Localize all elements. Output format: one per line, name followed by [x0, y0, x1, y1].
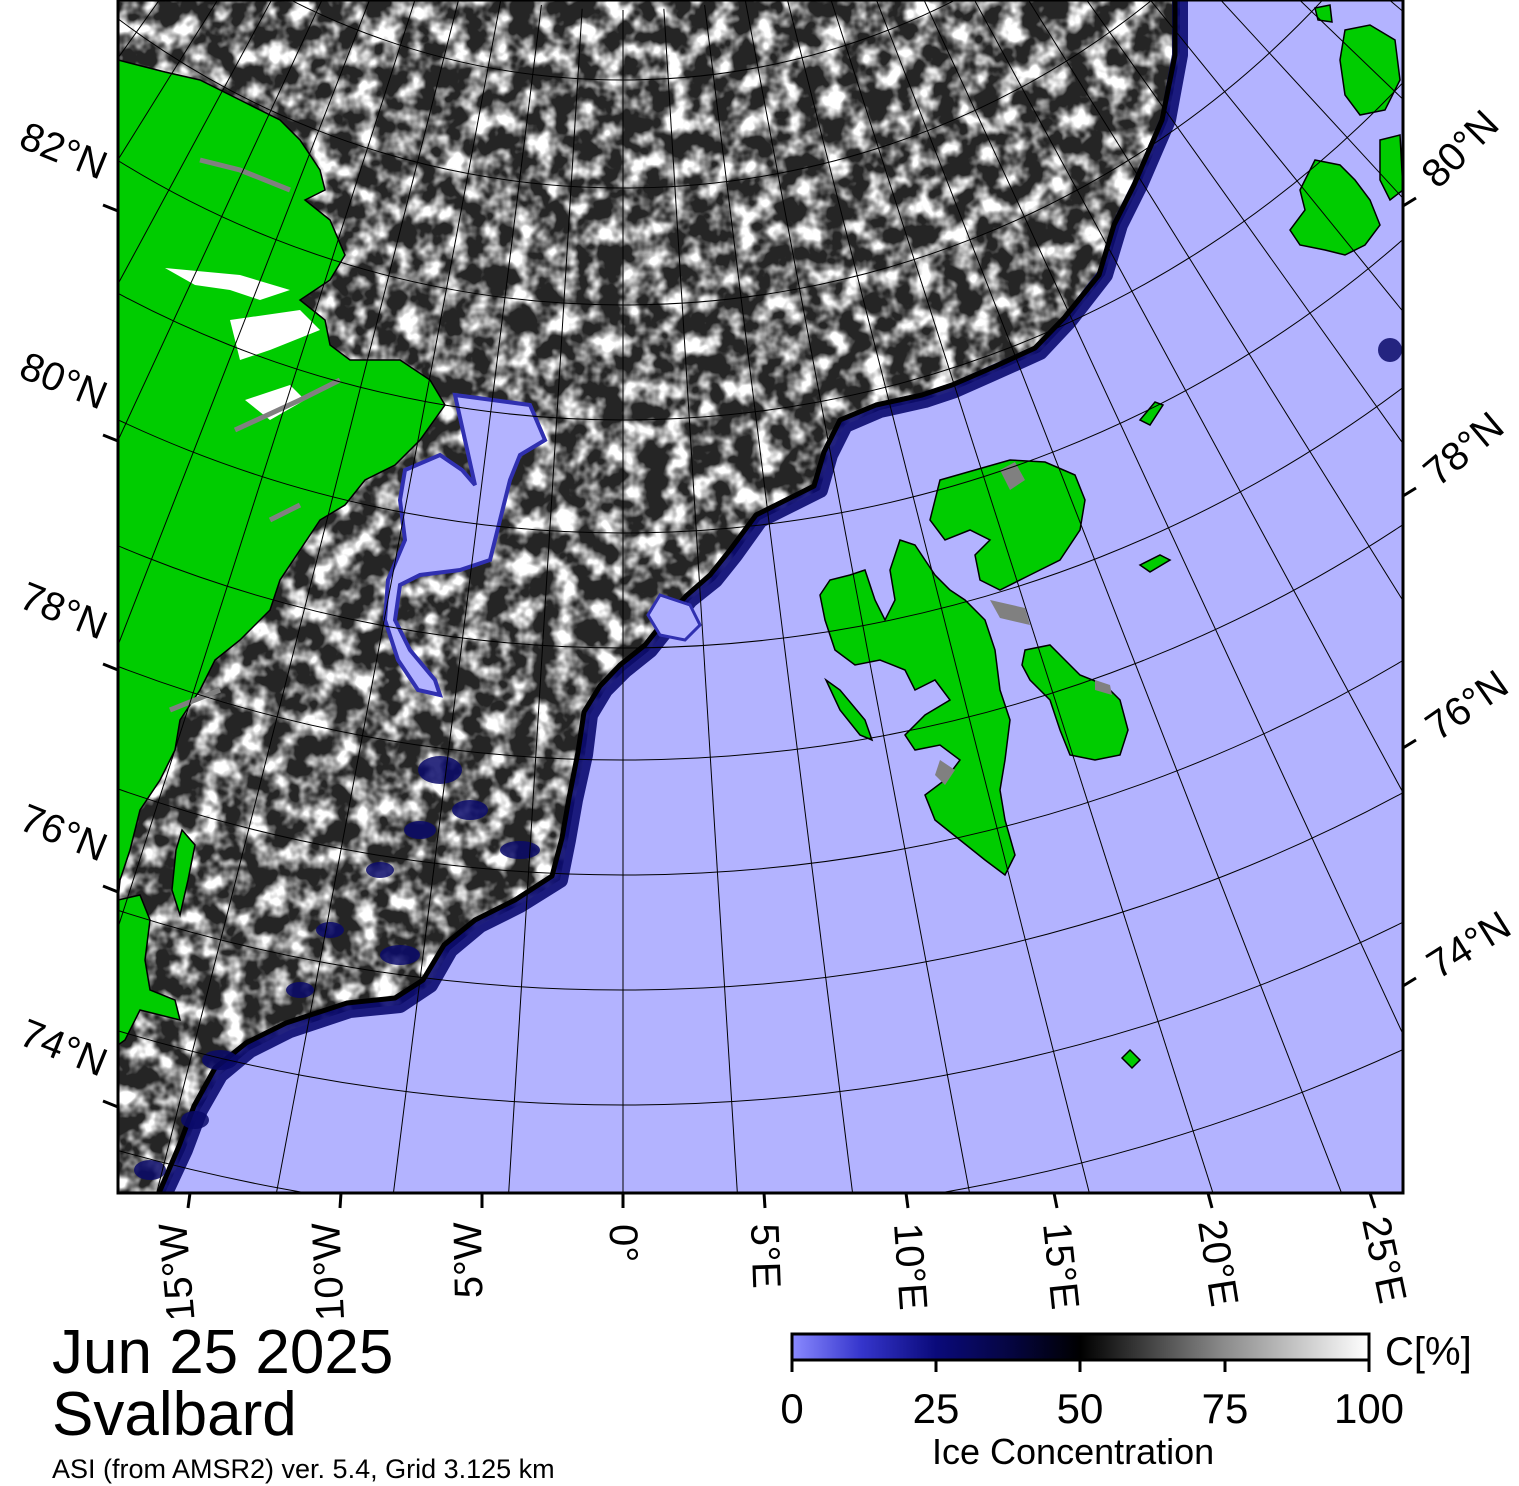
- franz-josef-land-north: [1339, 24, 1401, 116]
- meridian-line: [875, 0, 1343, 1193]
- source-label: ASI (from AMSR2) ver. 5.4, Grid 3.125 km: [52, 1454, 555, 1484]
- colorbar-unit: C[%]: [1385, 1330, 1472, 1374]
- meridian-line: [663, 8, 738, 1193]
- nordaustlandet: [929, 459, 1086, 591]
- colorbar: [790, 1332, 1371, 1362]
- lat-label-76N-left: 76°N: [14, 796, 113, 870]
- mid-ice-patches: [134, 338, 1402, 1180]
- meridian-line: [830, 0, 1214, 1193]
- meridian-line: [786, 0, 1090, 1193]
- meridian-line: [1027, 0, 1403, 602]
- meridian-line: [118, 0, 416, 930]
- colorbar-title: Ice Concentration: [932, 1431, 1215, 1472]
- spitsbergen: [819, 539, 1016, 877]
- greenland: [118, 59, 446, 901]
- meridian-line: [275, 0, 502, 1193]
- lon-label-15E: 15°E: [1034, 1220, 1087, 1311]
- lat-label-76N-right: 76°N: [1418, 662, 1516, 749]
- greenland-coast-islands: [171, 828, 196, 918]
- lat-label-82N: 82°N: [14, 114, 113, 188]
- lon-label-10E: 10°E: [885, 1222, 935, 1312]
- bjornoya: [1120, 1048, 1142, 1070]
- meridian-line: [156, 0, 460, 1193]
- meridian-line: [118, 0, 323, 442]
- polynya-small: [646, 593, 702, 642]
- lon-label-20E: 20°E: [1189, 1217, 1246, 1310]
- colorbar-tick-50: 50: [1056, 1385, 1104, 1432]
- colorbar-tick-100: 100: [1333, 1385, 1405, 1432]
- edgeoya: [1021, 644, 1129, 761]
- greenland-fjord-ice-2: [230, 310, 320, 360]
- kvitoya: [1138, 401, 1165, 426]
- meridian-line: [392, 4, 542, 1193]
- lon-label-10W: 10°W: [304, 1221, 353, 1322]
- lon-label-0: 0°: [601, 1224, 645, 1262]
- date-label: Jun 25 2025: [52, 1318, 394, 1387]
- lon-label-15W: 15°W: [151, 1221, 203, 1323]
- colorbar-ticks: [790, 1360, 1371, 1372]
- meridian-line: [923, 0, 1403, 1036]
- lat-label-74N-right: 74°N: [1419, 903, 1518, 988]
- lat-label-80N-left: 80°N: [14, 344, 113, 418]
- kong-karls-land: [1138, 554, 1172, 573]
- colorbar-tick-0: 0: [780, 1385, 804, 1432]
- lat-label-78N-left: 78°N: [14, 574, 113, 648]
- greenland-fjord-ice: [165, 268, 290, 300]
- colorbar-tick-25: 25: [912, 1385, 960, 1432]
- prins-karls-forland: [824, 677, 874, 742]
- meridian-line: [1149, 0, 1403, 313]
- lon-ticks: [186, 1192, 1377, 1209]
- lat-label-74N-left: 74°N: [14, 1011, 113, 1085]
- franz-josef-land: [1289, 159, 1381, 256]
- meridian-line: [704, 4, 854, 1193]
- greenland-south: [118, 894, 182, 1046]
- franz-josef-land-top: [1314, 4, 1333, 23]
- greenland-fjords: [169, 157, 342, 713]
- lon-label-5W: 5°W: [446, 1222, 491, 1299]
- meridian-line: [508, 8, 583, 1193]
- colorbar-tick-75: 75: [1201, 1385, 1249, 1432]
- region-label: Svalbard: [52, 1380, 297, 1449]
- lat-label-80N-right: 80°N: [1413, 102, 1507, 196]
- meridian-line: [744, 0, 971, 1193]
- meridian-line: [118, 0, 371, 647]
- greenland-fjord-ice-3: [245, 385, 305, 420]
- meridian-line: [0, 0, 120, 644]
- meridian-line: [973, 0, 1403, 794]
- meridian-line: [118, 0, 219, 161]
- lon-label-5E: 5°E: [742, 1223, 788, 1289]
- meridian-line: [118, 0, 273, 286]
- left-lat-ticks: [102, 203, 119, 1109]
- lat-label-78N-right: 78°N: [1416, 404, 1513, 495]
- lon-label-25E: 25°E: [1353, 1213, 1414, 1307]
- map-frame: [116, 0, 1405, 1195]
- right-lat-ticks: [1402, 196, 1417, 988]
- polynya: [382, 392, 548, 698]
- graticule: [0, 0, 1403, 1193]
- meridian-line: [1086, 0, 1403, 445]
